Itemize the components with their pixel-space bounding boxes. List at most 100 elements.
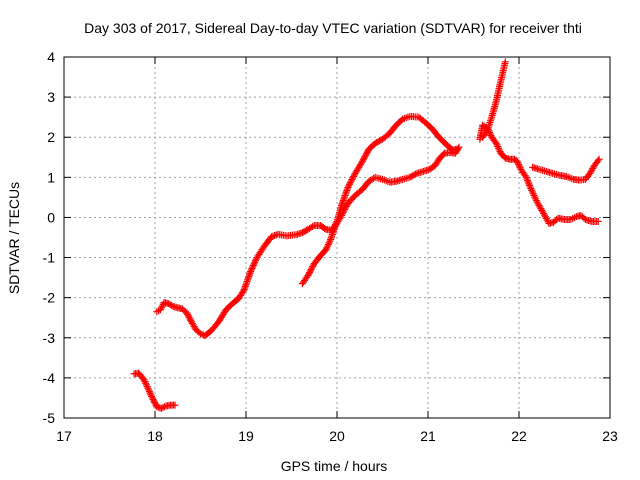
data-marker xyxy=(454,145,462,153)
data-marker xyxy=(151,398,159,406)
x-tick-label: 21 xyxy=(420,428,436,444)
data-marker xyxy=(141,378,149,386)
data-marker xyxy=(147,391,155,399)
data-marker xyxy=(524,177,532,185)
data-marker xyxy=(337,213,345,221)
data-marker xyxy=(359,156,367,164)
data-marker xyxy=(350,171,358,179)
data-marker xyxy=(247,266,255,274)
data-marker xyxy=(342,202,350,210)
data-point xyxy=(157,404,165,412)
data-marker xyxy=(412,170,420,178)
data-marker xyxy=(348,176,356,184)
data-marker xyxy=(349,174,357,182)
data-marker xyxy=(309,263,317,271)
x-tick-label: 17 xyxy=(56,428,72,444)
chart-title: Day 303 of 2017, Sidereal Day-to-day VTE… xyxy=(84,20,582,36)
data-marker xyxy=(148,392,156,400)
data-marker xyxy=(526,183,534,191)
data-marker xyxy=(305,269,313,277)
data-point xyxy=(148,394,156,402)
data-marker xyxy=(305,270,313,278)
data-marker xyxy=(341,205,349,213)
data-marker xyxy=(186,315,194,323)
data-marker xyxy=(515,160,523,168)
data-marker xyxy=(358,159,366,167)
y-tick-label: -1 xyxy=(43,250,56,266)
data-marker xyxy=(187,316,195,324)
data-point xyxy=(322,246,330,254)
data-marker xyxy=(339,208,347,216)
data-point xyxy=(501,58,509,66)
x-tick-label: 23 xyxy=(602,428,618,444)
data-point xyxy=(140,376,148,384)
data-marker xyxy=(346,180,354,188)
data-marker xyxy=(553,216,561,224)
y-tick-label: 4 xyxy=(47,49,55,65)
data-marker xyxy=(360,154,368,162)
data-marker xyxy=(146,389,154,397)
y-tick-label: 2 xyxy=(47,129,55,145)
x-axis-label: GPS time / hours xyxy=(281,458,388,474)
data-marker xyxy=(346,179,354,187)
data-marker xyxy=(362,150,370,158)
data-marker xyxy=(324,241,332,249)
data-marker xyxy=(249,261,257,269)
data-marker xyxy=(594,157,602,165)
data-marker xyxy=(159,404,167,412)
data-marker xyxy=(185,313,193,321)
data-marker xyxy=(528,186,536,194)
data-marker xyxy=(249,263,257,271)
data-marker xyxy=(361,153,369,161)
data-marker xyxy=(532,195,540,203)
data-marker xyxy=(514,159,522,167)
data-series xyxy=(130,58,603,412)
data-marker xyxy=(306,267,314,275)
y-tick-label: 1 xyxy=(47,169,55,185)
data-marker xyxy=(168,302,176,310)
data-marker xyxy=(532,196,540,204)
data-point xyxy=(145,386,153,394)
x-tick-label: 22 xyxy=(511,428,527,444)
y-axis-label: SDTVAR / TECUs xyxy=(6,182,22,294)
data-marker xyxy=(363,148,371,156)
data-marker xyxy=(347,177,355,185)
series-segment-3 xyxy=(298,143,463,288)
y-tick-label: 0 xyxy=(47,209,55,225)
data-point xyxy=(492,139,500,147)
data-marker xyxy=(308,264,316,272)
data-marker xyxy=(251,258,259,266)
data-marker xyxy=(309,222,317,230)
data-marker xyxy=(529,190,537,198)
data-marker xyxy=(324,242,332,250)
data-marker xyxy=(345,182,353,190)
data-marker xyxy=(160,403,168,411)
data-marker xyxy=(482,129,490,137)
data-point xyxy=(197,330,204,338)
data-marker xyxy=(269,232,277,240)
data-marker xyxy=(184,312,192,320)
series-segment-6 xyxy=(529,155,603,184)
data-point xyxy=(595,155,603,163)
data-point xyxy=(171,401,179,409)
data-marker xyxy=(524,178,532,186)
data-point xyxy=(304,272,312,280)
data-marker xyxy=(528,188,536,196)
data-marker xyxy=(321,224,329,232)
data-marker xyxy=(149,395,157,403)
data-marker xyxy=(150,397,158,405)
data-marker xyxy=(271,231,279,239)
data-marker xyxy=(526,181,534,189)
series-segment-5 xyxy=(479,58,509,141)
data-marker xyxy=(495,146,503,154)
y-tick-label: -3 xyxy=(43,330,56,346)
data-marker xyxy=(184,310,192,318)
data-marker xyxy=(530,191,538,199)
data-marker xyxy=(342,204,350,212)
data-marker xyxy=(525,180,533,188)
y-tick-label: -5 xyxy=(43,410,56,426)
data-marker xyxy=(144,384,152,392)
data-marker xyxy=(493,141,501,149)
